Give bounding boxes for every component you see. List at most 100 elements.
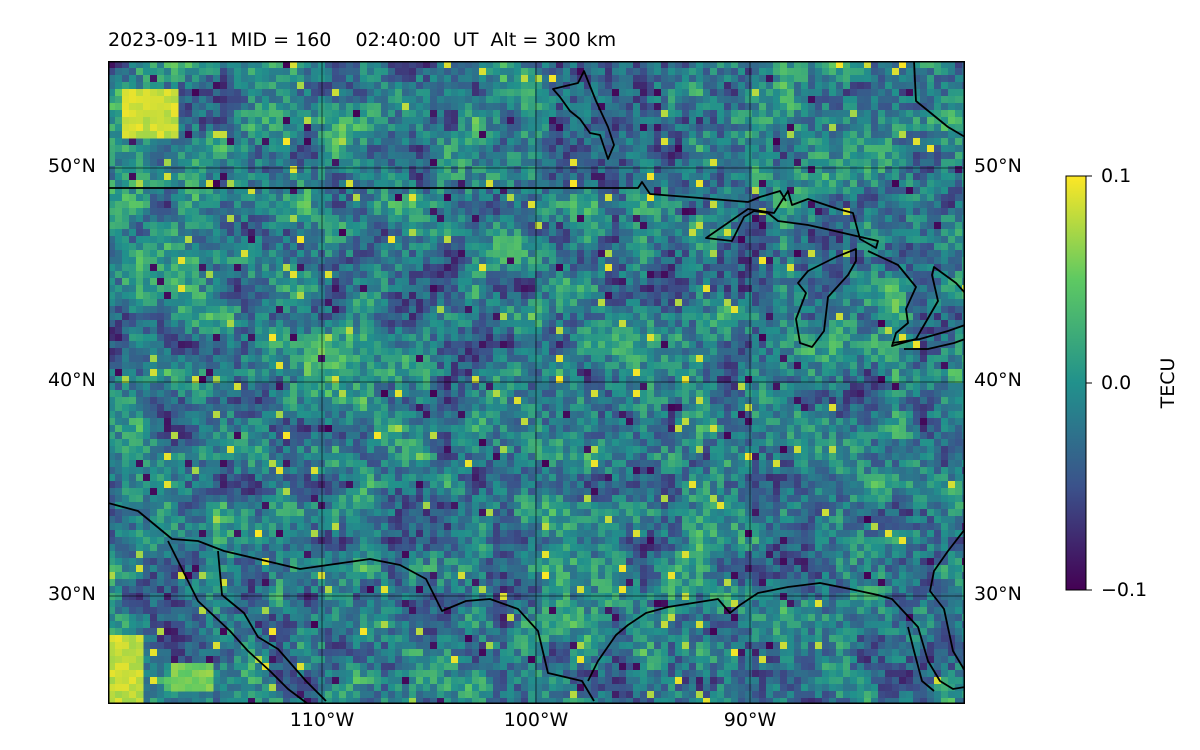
tec-cell [367,187,375,195]
tec-cell [563,208,571,216]
tec-cell [759,320,767,328]
tec-cell [178,103,186,111]
tec-cell [332,159,340,167]
tec-cell [339,138,347,146]
tec-cell [402,110,410,118]
tec-cell [472,110,480,118]
tec-cell [241,159,249,167]
tec-cell [206,75,214,83]
tec-cell [584,180,592,188]
tec-cell [619,117,627,125]
tec-cell [787,124,795,132]
tec-cell [647,61,655,69]
tec-cell [633,236,641,244]
tec-cell [556,236,564,244]
tec-cell [353,117,361,125]
tec-cell [619,124,627,132]
tec-cell [290,117,298,125]
tec-cell [437,334,445,342]
tec-cell [234,89,242,97]
tec-cell [213,166,221,174]
tec-cell [857,257,865,265]
tec-cell [605,236,613,244]
tec-cell [248,222,256,230]
tec-cell [843,250,851,258]
tec-cell [885,278,893,286]
tec-cell [430,117,438,125]
tec-cell [304,285,312,293]
tec-cell [871,110,879,118]
tec-cell [479,285,487,293]
tec-cell [934,131,942,139]
tec-cell [192,89,200,97]
tec-cell [871,208,879,216]
tec-cell [409,187,417,195]
tec-cell [248,61,256,69]
tec-cell [598,68,606,76]
tec-cell [773,61,781,69]
tec-cell [255,194,263,202]
tec-cell [332,124,340,132]
tec-cell [598,152,606,160]
tec-cell [255,327,263,335]
tec-cell [192,131,200,139]
tec-cell [220,68,228,76]
tec-cell [780,152,788,160]
tec-cell [150,166,158,174]
tec-cell [808,110,816,118]
tec-cell [465,215,473,223]
tec-cell [556,138,564,146]
tec-cell [416,75,424,83]
tec-cell [556,68,564,76]
tec-cell [192,201,200,209]
tec-cell [185,145,193,153]
tec-cell [787,292,795,300]
tec-cell [696,131,704,139]
tec-cell [304,215,312,223]
tec-cell [647,229,655,237]
tec-cell [934,243,942,251]
tec-cell [801,299,809,307]
tec-cell [367,194,375,202]
tec-cell [129,159,137,167]
tec-cell [584,159,592,167]
tec-cell [220,201,228,209]
tec-cell [906,264,914,272]
tec-cell [801,222,809,230]
tec-cell [668,243,676,251]
tec-cell [241,320,249,328]
tec-cell [535,257,543,265]
tec-cell [598,299,606,307]
tec-cell [787,61,795,69]
tec-cell [241,292,249,300]
tec-cell [598,96,606,104]
tec-cell [878,278,886,286]
tec-cell [549,145,557,153]
tec-cell [262,138,270,146]
tec-cell [213,215,221,223]
tec-cell [570,61,578,69]
tec-cell [521,299,529,307]
tec-cell [941,292,949,300]
tec-cell [752,285,760,293]
tec-cell [780,68,788,76]
tec-cell [500,271,508,279]
tec-cell [332,138,340,146]
tec-cell [626,138,634,146]
tec-cell [437,215,445,223]
tec-cell [248,271,256,279]
tec-cell [290,327,298,335]
tec-cell [409,222,417,230]
tec-cell [647,180,655,188]
tec-cell [409,341,417,349]
tec-cell [297,292,305,300]
tec-cell [290,187,298,195]
tec-cell [703,131,711,139]
tec-cell [913,236,921,244]
tec-cell [500,264,508,272]
tec-cell [535,138,543,146]
tec-cell [654,229,662,237]
tec-cell [822,131,830,139]
tec-cell [143,243,151,251]
tec-cell [241,110,249,118]
